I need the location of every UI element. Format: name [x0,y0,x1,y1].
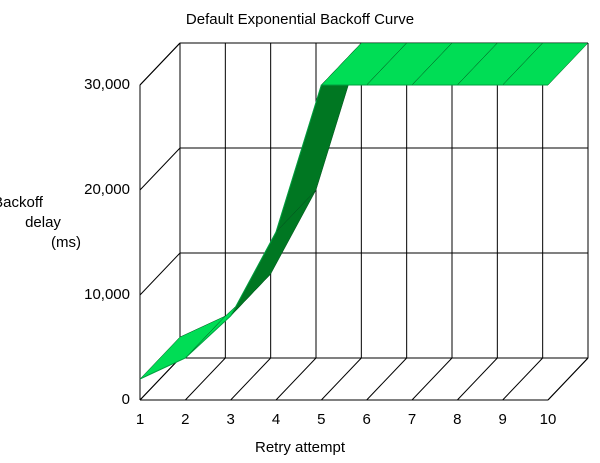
y-axis-label: delay [25,214,61,231]
x-tick-label: 4 [272,411,280,428]
floor-line [456,357,498,401]
y-tick-label: 0 [122,391,130,408]
chart-title: Default Exponential Backoff Curve [186,11,414,28]
y-tick-label: 20,000 [84,181,130,198]
x-tick-label: 6 [362,411,370,428]
y-axis-label: Backoff [0,194,44,211]
x-axis-label: Retry attempt [255,439,346,456]
floor-line [502,357,544,401]
x-tick-label: 7 [408,411,416,428]
x-tick-label: 5 [317,411,325,428]
floor-right [547,357,589,401]
x-tick-label: 9 [498,411,506,428]
x-tick-label: 3 [226,411,234,428]
ribbon-face [139,315,226,380]
floor-line [411,357,453,401]
floor-line [275,357,317,401]
x-tick-label: 10 [540,411,557,428]
y-tick-label: 10,000 [84,286,130,303]
floor-line [230,357,272,401]
line-series [139,84,548,380]
y-tick-label: 30,000 [84,76,130,93]
floor-line [320,357,362,401]
grid-line [139,147,181,191]
grid-line [139,357,181,401]
grid-line [139,42,181,86]
x-tick-label: 8 [453,411,461,428]
floor-line [184,357,226,401]
x-tick-label: 2 [181,411,189,428]
x-tick-label: 1 [136,411,144,428]
y-axis-label: (ms) [51,234,81,251]
floor-line [366,357,408,401]
grid-line [139,252,181,296]
